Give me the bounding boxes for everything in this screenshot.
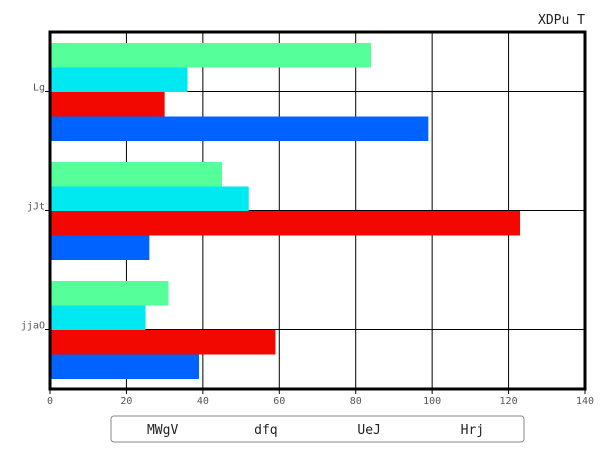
legend: MWgV dfq UeJ Hrj — [110, 415, 525, 443]
x-tick-label: 140 — [576, 396, 594, 407]
category-label: jJt — [27, 202, 45, 213]
x-tick-label: 120 — [500, 396, 518, 407]
bar-UeJ-jJt — [50, 211, 521, 236]
bar-UeJ-jjaO — [50, 330, 276, 355]
x-tick-label: 60 — [273, 396, 285, 407]
legend-item-label: MWgV — [147, 423, 178, 438]
legend-item-label: dfq — [254, 423, 277, 438]
x-tick-label: 40 — [197, 396, 209, 407]
bar-dfq-Lg — [50, 67, 188, 92]
bar-UeJ-Lg — [50, 92, 165, 117]
x-tick-label: 100 — [423, 396, 441, 407]
legend-item-label: UeJ — [357, 423, 380, 438]
x-tick-label: 80 — [350, 396, 362, 407]
legend-items: MWgV dfq UeJ Hrj — [147, 423, 484, 438]
bars — [50, 43, 521, 379]
bar-Hrj-jjaO — [50, 354, 200, 379]
category-label: Lg — [33, 83, 45, 94]
x-tick-label: 0 — [47, 396, 53, 407]
legend-box — [110, 415, 525, 443]
category-label: jjaO — [21, 321, 45, 332]
bar-Hrj-jJt — [50, 235, 150, 260]
axis-ticks: 0 20 40 60 80 100 120 140 Lg jJt jjaO — [21, 83, 594, 408]
bar-Hrj-Lg — [50, 116, 429, 141]
bar-MWgV-jjaO — [50, 281, 169, 306]
bar-MWgV-jJt — [50, 162, 222, 187]
legend-item-label: Hrj — [461, 423, 484, 438]
bar-dfq-jJt — [50, 186, 249, 211]
x-tick-label: 20 — [120, 396, 132, 407]
chart-title: XDPu T — [538, 13, 585, 28]
bar-dfq-jjaO — [50, 305, 146, 330]
bar-MWgV-Lg — [50, 43, 371, 68]
